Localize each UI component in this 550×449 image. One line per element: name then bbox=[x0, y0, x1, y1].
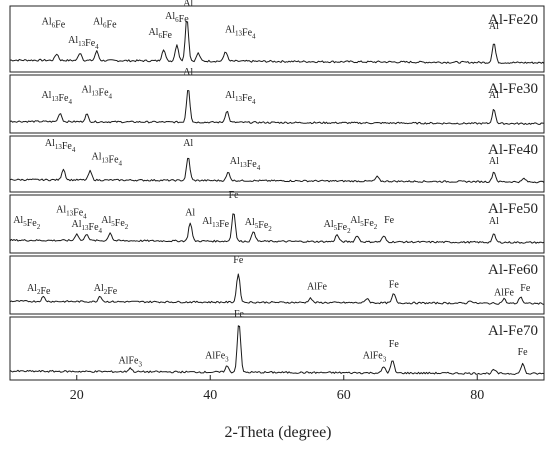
peak-label: Al6Fe bbox=[93, 17, 117, 31]
peak-label: Al5Fe2 bbox=[245, 217, 273, 233]
peak-label: Al bbox=[185, 207, 195, 218]
peak-label: Al13Fe4 bbox=[68, 35, 99, 51]
peak-label: Al bbox=[489, 21, 499, 32]
peak-label: Al bbox=[183, 0, 193, 9]
peak-label: Al2Fe bbox=[27, 283, 51, 297]
panel-al-fe40: Al-Fe40 Al13Fe4 Al13Fe4 Al Al13Fe4 Al bbox=[9, 135, 545, 193]
x-tick-label: 80 bbox=[470, 388, 484, 403]
peak-label: Al13Fe bbox=[202, 216, 230, 230]
peak-label: Al bbox=[489, 156, 499, 167]
panels-group: Al-Fe20Al6FeAl13Fe4Al6FeAl6FeAl6FeAlAl13… bbox=[9, 0, 545, 381]
x-axis-title: 2-Theta (degree) bbox=[224, 424, 331, 441]
panel-label: Al-Fe20 bbox=[488, 12, 538, 28]
panel-al-fe60: Al-Fe60 Al2Fe Al2Fe Fe AlFe Fe AlFe Fe bbox=[9, 255, 545, 315]
peak-label: AlFe3 bbox=[363, 351, 387, 364]
peak-label: Al6Fe bbox=[148, 27, 172, 41]
peak-label: Al5Fe2 bbox=[324, 219, 352, 235]
peak-label: Al5Fe2 bbox=[350, 215, 378, 231]
x-tick-label: 40 bbox=[203, 388, 217, 403]
trace-al-fe30 bbox=[9, 90, 545, 125]
peak-label: Fe bbox=[233, 255, 244, 266]
x-axis: 20 40 60 80 bbox=[70, 375, 484, 403]
panel-frame bbox=[9, 194, 545, 254]
peak-label: Fe bbox=[229, 190, 240, 201]
peak-label: Al bbox=[183, 67, 193, 78]
peak-label: Al2Fe bbox=[94, 283, 118, 297]
x-tick-label: 60 bbox=[337, 388, 351, 403]
peak-label: Al5Fe2 bbox=[101, 215, 129, 231]
peak-label: Fe bbox=[520, 283, 531, 294]
peak-label: Al13Fe4 bbox=[92, 152, 123, 168]
panel-frame bbox=[9, 316, 545, 381]
panel-frame bbox=[9, 255, 545, 315]
panel-frame bbox=[9, 5, 545, 73]
peak-label: Al5Fe2 bbox=[13, 215, 41, 231]
peak-label: Fe bbox=[234, 309, 245, 320]
trace-al-fe70 bbox=[9, 325, 545, 375]
panel-al-fe30: Al-Fe30 Al13Fe4 Al13Fe4 Al Al13Fe4 Al bbox=[9, 67, 545, 134]
peak-label: Al13Fe4 bbox=[82, 84, 113, 100]
panel-label: Al-Fe40 bbox=[488, 142, 538, 158]
trace-al-fe50 bbox=[9, 213, 545, 244]
peak-label: Al bbox=[183, 138, 193, 149]
peak-label: Al bbox=[489, 90, 499, 101]
peak-label: AlFe3 bbox=[205, 351, 229, 364]
peak-label: AlFe bbox=[307, 282, 328, 293]
peak-label: Al13Fe4 bbox=[56, 204, 87, 220]
panel-al-fe50: Al-Fe50Al5Fe2Al13Fe4Al13Fe4Al5Fe2AlAl13F… bbox=[9, 190, 545, 254]
panel-al-fe20: Al-Fe20Al6FeAl13Fe4Al6FeAl6FeAl6FeAlAl13… bbox=[9, 0, 545, 73]
peak-label: Al13Fe4 bbox=[225, 24, 256, 40]
peak-label: Al13Fe4 bbox=[230, 156, 261, 172]
trace-al-fe40 bbox=[9, 157, 545, 184]
panel-frame bbox=[9, 135, 545, 193]
peak-label: Fe bbox=[518, 347, 529, 358]
peak-label: Al bbox=[489, 216, 499, 227]
peak-label: Al13Fe4 bbox=[225, 90, 256, 106]
panel-label: Al-Fe30 bbox=[488, 81, 538, 97]
peak-label: Al13Fe4 bbox=[45, 138, 76, 154]
peak-label: AlFe3 bbox=[118, 356, 142, 369]
x-tick-label: 20 bbox=[70, 388, 84, 403]
panel-label: Al-Fe50 bbox=[488, 201, 538, 217]
peak-label: Fe bbox=[389, 279, 400, 290]
peak-label: Al6Fe bbox=[165, 11, 189, 25]
panel-label: Al-Fe70 bbox=[488, 323, 538, 339]
trace-al-fe20 bbox=[9, 20, 545, 64]
panel-label: Al-Fe60 bbox=[488, 262, 538, 278]
peak-label: AlFe bbox=[494, 287, 515, 298]
peak-label: Al13Fe4 bbox=[72, 219, 103, 235]
peak-label: Fe bbox=[389, 339, 400, 350]
trace-al-fe60 bbox=[9, 273, 545, 305]
peak-label: Fe bbox=[384, 215, 395, 226]
peak-label: Al13Fe4 bbox=[41, 90, 72, 106]
peak-label: Al6Fe bbox=[42, 17, 66, 31]
panel-frame bbox=[9, 74, 545, 134]
